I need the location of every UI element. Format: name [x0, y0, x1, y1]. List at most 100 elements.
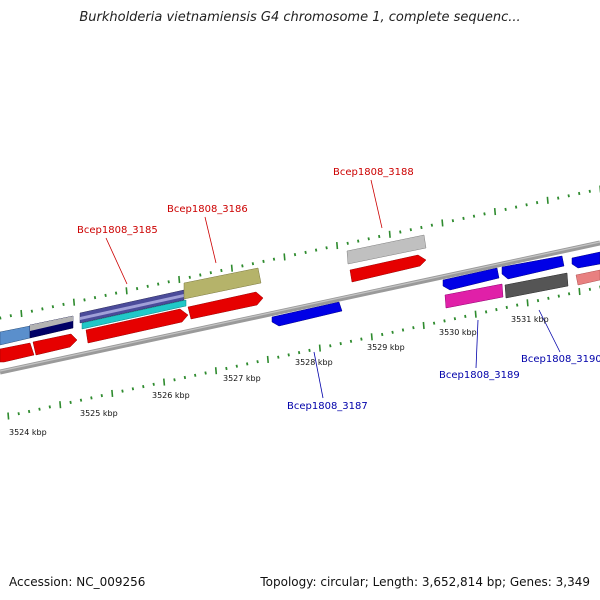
scale-tick	[188, 275, 191, 279]
scale-tick	[135, 287, 139, 291]
scale-tick	[360, 337, 363, 341]
scale-tick	[357, 239, 360, 243]
gene-feature[interactable]	[80, 294, 184, 320]
scale-tick	[163, 378, 166, 386]
scale-tick	[214, 367, 218, 375]
gene-feature[interactable]	[183, 267, 262, 300]
scale-tick	[69, 400, 72, 404]
scale-tick	[346, 241, 349, 245]
gene-labels: Bcep1808_3185 Bcep1808_3186 Bcep1808_318…	[77, 167, 600, 412]
gene-label[interactable]: Bcep1808_3187	[287, 401, 368, 412]
gene-feature[interactable]	[442, 267, 500, 291]
gene-feature[interactable]	[85, 308, 189, 344]
scale-tick	[329, 344, 332, 348]
accession-text: Accession: NC_009256	[9, 575, 146, 589]
scale-tick	[90, 396, 93, 400]
scale-tick	[422, 321, 425, 330]
gene-feature[interactable]	[30, 316, 73, 331]
scale-tick	[430, 223, 434, 227]
scale-tick	[152, 382, 155, 386]
gene-feature[interactable]	[504, 272, 569, 299]
scale-tick	[104, 293, 107, 297]
scale-tick	[194, 373, 197, 377]
scale-tick	[388, 230, 391, 238]
scale-tick	[111, 389, 114, 397]
scale-tick	[79, 398, 83, 402]
scale-tick	[381, 332, 384, 337]
scale-tick	[241, 264, 244, 268]
gene-feature[interactable]	[346, 234, 427, 265]
scale-tick	[483, 212, 486, 216]
gene-label[interactable]: Bcep1808_3188	[333, 167, 414, 178]
scale-tick	[27, 409, 31, 414]
scale-tick	[62, 302, 65, 306]
gene-label[interactable]: Bcep1808_3185	[77, 225, 158, 236]
scale-tick	[588, 189, 591, 193]
scale-tick	[142, 385, 145, 389]
scale-tick	[262, 259, 265, 263]
scale-tick	[30, 309, 34, 313]
scale-tick	[121, 389, 124, 393]
scale-tick	[297, 351, 301, 355]
scale-tick	[484, 310, 488, 314]
scale-tick	[204, 371, 207, 375]
scale-tick	[578, 191, 581, 196]
scale-tick	[41, 307, 44, 311]
scale-tick	[399, 230, 402, 234]
scale-tick	[420, 225, 423, 230]
scale-tick	[59, 401, 62, 409]
scale-tick	[505, 305, 508, 309]
forward-strand-features	[0, 234, 600, 363]
scale-tick	[474, 310, 477, 318]
scale-tick	[462, 216, 465, 220]
scale-tick	[100, 394, 103, 398]
gene-feature[interactable]	[444, 283, 504, 309]
scale-tick	[199, 273, 202, 277]
scale-tick	[516, 303, 519, 307]
scale-tick	[525, 203, 528, 207]
scale-tick	[178, 275, 181, 284]
scale-tick	[146, 284, 149, 288]
scale-tick	[391, 330, 394, 334]
scale-tick	[336, 242, 339, 250]
scale-tick	[514, 205, 518, 209]
gene-feature[interactable]	[0, 342, 35, 363]
gene-feature[interactable]	[0, 325, 31, 346]
scale-tick	[20, 309, 23, 318]
scale-tick	[472, 214, 476, 218]
gene-feature[interactable]	[187, 291, 264, 320]
scale-tick	[557, 196, 560, 200]
tick-label: 3531 kbp	[511, 315, 549, 324]
scale-tick	[114, 291, 118, 295]
scale-tick	[256, 360, 259, 364]
gene-feature[interactable]	[32, 333, 78, 356]
scale-tick	[493, 208, 497, 216]
scale-tick	[526, 299, 529, 307]
map-title: Burkholderia vietnamiensis G4 chromosome…	[79, 10, 521, 25]
tick-label: 3528 kbp	[295, 358, 333, 367]
scale-tick	[546, 196, 549, 204]
scale-tick	[17, 412, 20, 416]
gene-feature[interactable]	[81, 299, 187, 330]
scale-tick	[251, 262, 255, 266]
tick-label: 3530 kbp	[439, 328, 477, 337]
gene-label[interactable]: Bcep1808_3190	[521, 354, 600, 365]
scale-tick	[409, 228, 412, 232]
scale-tick	[432, 321, 436, 325]
gene-label[interactable]: Bcep1808_3189	[439, 370, 520, 381]
scale-tick	[567, 194, 570, 198]
scale-tick	[318, 344, 321, 352]
gene-feature[interactable]	[575, 269, 600, 286]
scale-tick	[441, 219, 444, 227]
gene-feature[interactable]	[349, 254, 427, 283]
gene-feature[interactable]	[271, 301, 343, 327]
scale-tick	[225, 366, 228, 371]
gene-label[interactable]: Bcep1808_3186	[167, 204, 248, 215]
scale-tick	[183, 375, 187, 380]
scale-tick	[453, 317, 457, 321]
gene-feature[interactable]	[571, 251, 600, 269]
scale-tick	[157, 282, 160, 286]
scale-tick	[48, 405, 51, 409]
gene-feature[interactable]	[501, 255, 565, 280]
